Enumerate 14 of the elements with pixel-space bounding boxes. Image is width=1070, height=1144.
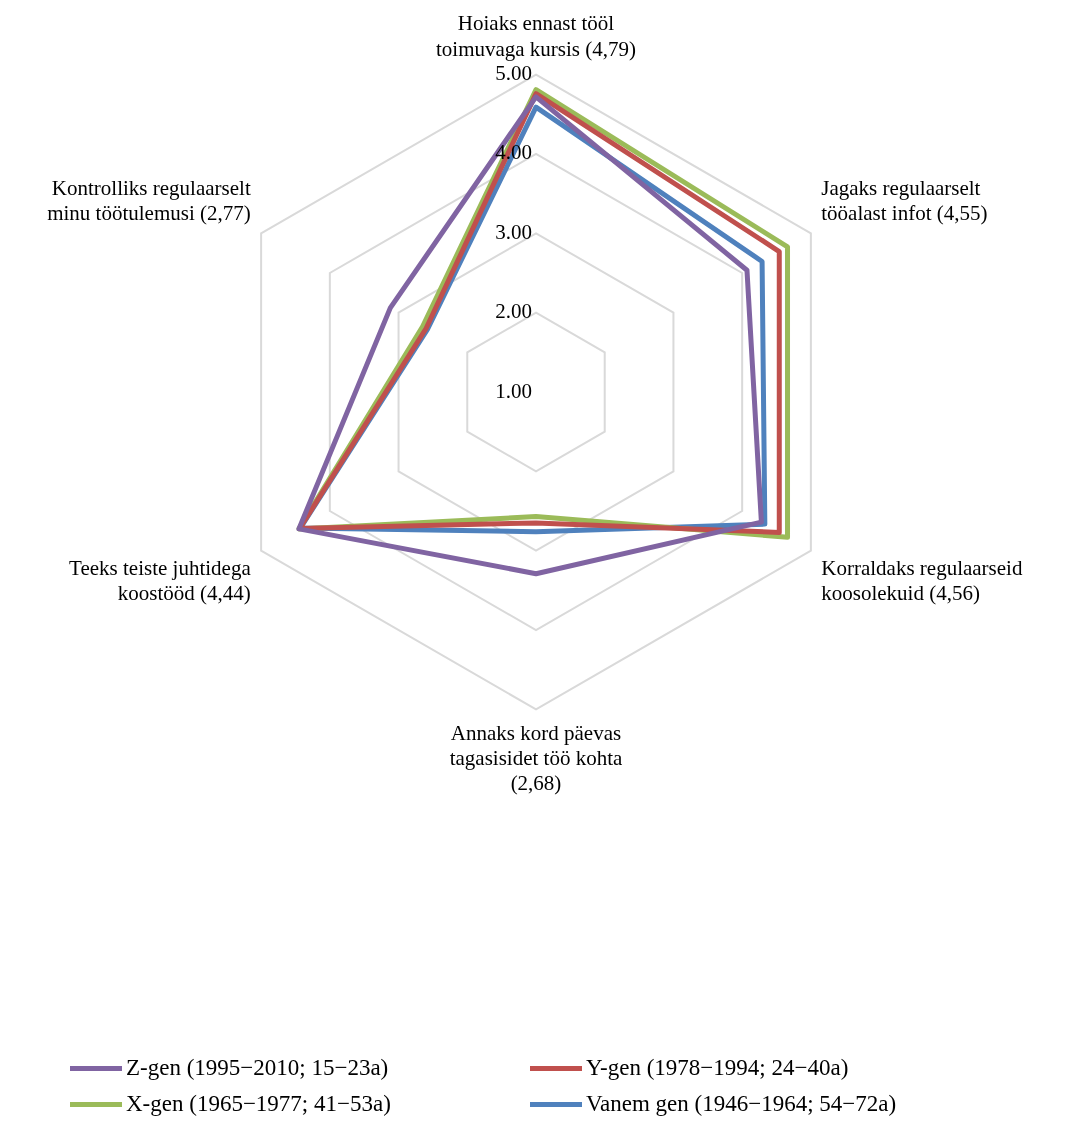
y-tick-label: 5.00 (495, 61, 532, 86)
spoke-label: Teeks teiste juhtidega koostööd (4,44) (69, 555, 252, 606)
spoke-label: Annaks kord päevas tagasisidet töö kohta (2,68) (449, 720, 623, 795)
spoke-label: Hoiaks ennast tööl toimuvaga kursis (4,79) (435, 11, 637, 61)
spoke-label: Korraldaks regulaarseid koosolekuid (4,56) (821, 555, 1023, 606)
spoke-label: Kontrolliks regulaarselt minu töötulemusi (2,77) (47, 176, 251, 226)
legend-label: Y-gen (1978−1994; 24−40a) (586, 1055, 849, 1081)
legend-label: Vanem gen (1946−1964; 54−72a) (586, 1091, 897, 1117)
legend-label: Z-gen (1995−2010; 15−23a) (126, 1055, 389, 1081)
legend-label: X-gen (1965−1977; 41−53a) (126, 1091, 391, 1117)
y-tick-label: 2.00 (495, 299, 532, 324)
spoke-label: Jagaks regulaarselt tööalast infot (4,55) (821, 176, 988, 226)
y-tick-label: 3.00 (495, 219, 532, 244)
y-tick-label: 1.00 (495, 378, 532, 403)
